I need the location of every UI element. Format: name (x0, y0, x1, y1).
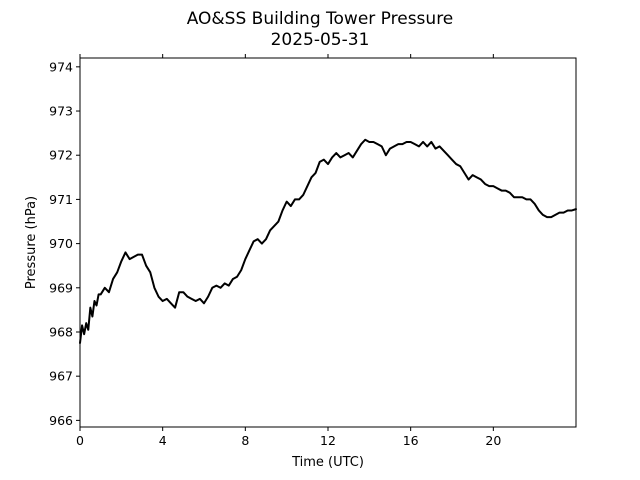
y-tick-label: 973 (49, 104, 73, 119)
y-tick-label: 970 (49, 236, 73, 251)
chart-title: AO&SS Building Tower Pressure (187, 9, 454, 29)
plot-frame (79, 57, 577, 428)
y-tick-label: 969 (49, 280, 73, 295)
x-axis-label: Time (UTC) (291, 455, 364, 470)
axis-ticks: 0 4 8 12 16 20 966 967 968 969 970 971 972 973 974 (49, 54, 501, 448)
y-tick-label: 974 (49, 59, 73, 74)
x-tick-label: 20 (485, 433, 501, 448)
pressure-series-line (79, 138, 577, 345)
y-tick-label: 966 (49, 413, 73, 428)
y-axis-label: Pressure (hPa) (24, 196, 39, 289)
y-tick-label: 968 (49, 324, 73, 339)
y-tick-label: 972 (49, 148, 73, 163)
chart-subtitle: 2025-05-31 (271, 30, 370, 50)
y-tick-label: 971 (49, 192, 73, 207)
x-tick-label: 16 (403, 433, 419, 448)
x-tick-label: 0 (76, 433, 84, 448)
x-tick-label: 8 (241, 433, 249, 448)
y-tick-label: 967 (49, 369, 73, 384)
x-tick-label: 4 (159, 433, 167, 448)
x-tick-label: 12 (320, 433, 336, 448)
